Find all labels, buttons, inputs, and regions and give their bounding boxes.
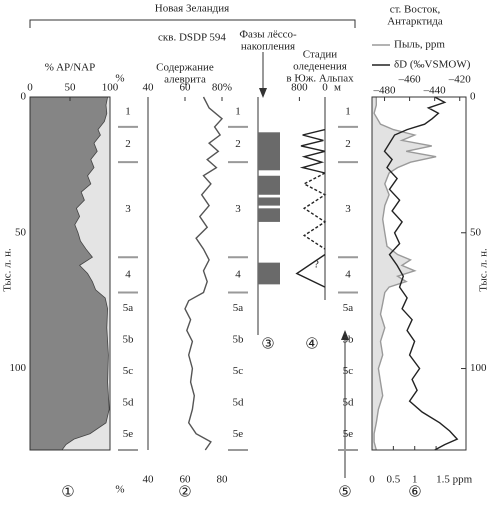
x-tick-label: 60 [180,474,192,486]
x2-tick-label: –480 [373,85,397,97]
x-tick-label: 60 [180,82,192,94]
stage-label: 5a [123,302,134,314]
stage-label: 4 [235,268,241,280]
x2-tick-label: –460 [398,74,422,86]
y-tick-label: 100 [470,362,487,374]
y-tick-label: 50 [15,226,27,238]
x-tick-label: 40 [143,82,155,94]
stage-label: 5d [343,396,355,408]
stage-label: 4 [125,268,131,280]
series-line [373,97,437,451]
panel-title: Содержание [156,62,214,74]
y-axis-label: Тыс. л. н. [2,248,14,292]
figure-title: Новая Зеландия [155,3,229,15]
stage-label: 2 [235,138,241,150]
stage-label: 2 [345,138,351,150]
stage-label: 5c [123,365,134,377]
stage-label: 2 [125,138,131,150]
x2-tick-label: –420 [448,74,472,86]
legend-label: δD (‰VSMOW) [394,59,471,71]
x-tick-label: 40 [143,474,155,486]
series-line [295,128,326,288]
bar [258,175,280,195]
panel-title: накопления [241,41,295,53]
x-tick-label: 0 [369,474,375,486]
panel-title: алеврита [164,74,206,86]
stage-label: 5d [123,396,135,408]
stage-label: 4 [345,268,351,280]
stage-label: 5c [343,365,354,377]
x-tick-label: 0 [27,82,33,94]
panel-label: ④ [305,336,318,352]
arrow-head [259,88,267,98]
x-tick-label: 100 [102,82,119,94]
panel-label: ① [61,484,74,500]
stage-label: 1 [235,105,241,117]
stage-label: 3 [125,203,131,215]
stage-label: 5a [343,302,354,314]
y-tick-label: 0 [470,91,476,103]
x-tick-label: 80% [212,82,232,94]
x-tick-label: 1.5 ppm [436,474,473,486]
stage-label: 5e [343,428,354,440]
panel-title: Стадии [303,49,337,61]
stage-label: 5e [123,428,134,440]
x-tick-label: 0 [322,82,328,94]
bar [258,132,280,171]
panel-label: ⑤ [338,484,351,500]
stage-label: 3 [345,203,351,215]
series-line [184,96,224,451]
panel-title: в Юж. Альпах [286,73,354,85]
unit: % [115,73,124,85]
legend-label: Пыль, ppm [394,39,445,51]
x-tick-label: 800 [291,82,308,94]
x-tick-label: 1 [412,474,418,486]
panel-title: Антарктида [387,16,443,28]
stage-label: 5c [233,365,244,377]
stage-label: 1 [125,105,131,117]
arrow-head [341,330,349,340]
stage-label: 5b [123,333,135,345]
x-tick-label: 80 [217,474,229,486]
panel-title: ст. Восток, [390,4,441,16]
panel-label: ⑥ [408,484,421,500]
x-tick-label: 0.5 [386,474,400,486]
bar [258,197,280,206]
subtitle: скв. DSDP 594 [158,32,226,44]
x2-tick-label: –440 [423,85,447,97]
stage-label: 3 [235,203,241,215]
bar [258,208,280,222]
stage-label: 1 [345,105,351,117]
bracket [29,19,356,28]
series-line [302,172,327,250]
area [29,96,110,451]
x-tick-label: 50 [65,82,77,94]
panel-label: ③ [261,336,274,352]
annotation: ? [314,259,319,271]
y-tick-label: 0 [21,91,27,103]
stage-label: 5a [233,302,244,314]
frame [371,96,467,451]
panel-title: Фазы лёссо- [239,29,297,41]
stage-label: 5b [343,333,355,345]
stage-label: 5b [233,333,245,345]
panel-label: ② [178,484,191,500]
series-line [383,96,459,451]
panel-title: оледенения [293,61,347,73]
stage-label: 5e [233,428,244,440]
y-tick-label: 50 [470,226,482,238]
panel-title: % AP/NAP [45,62,95,74]
unit: % [115,484,124,496]
unit: м [334,82,341,94]
y-axis-label-right: Тыс. л. н. [478,248,490,292]
bar [258,262,280,285]
y-tick-label: 100 [10,362,27,374]
stage-label: 5d [233,396,245,408]
